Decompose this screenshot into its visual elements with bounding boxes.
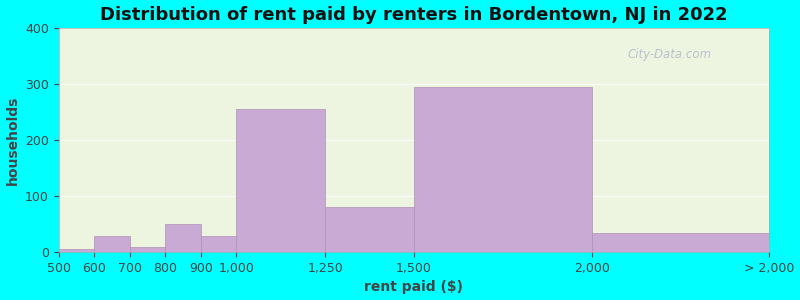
- Bar: [166, 224, 201, 252]
- X-axis label: rent paid ($): rent paid ($): [365, 280, 463, 294]
- Bar: [201, 236, 236, 252]
- Text: City-Data.com: City-Data.com: [627, 48, 711, 61]
- Bar: [236, 109, 325, 252]
- Bar: [325, 207, 414, 252]
- Title: Distribution of rent paid by renters in Bordentown, NJ in 2022: Distribution of rent paid by renters in …: [100, 6, 728, 24]
- Bar: [414, 87, 592, 252]
- Bar: [94, 236, 130, 252]
- Bar: [130, 247, 166, 252]
- Bar: [58, 249, 94, 252]
- Bar: [592, 232, 770, 252]
- Y-axis label: households: households: [6, 95, 19, 185]
